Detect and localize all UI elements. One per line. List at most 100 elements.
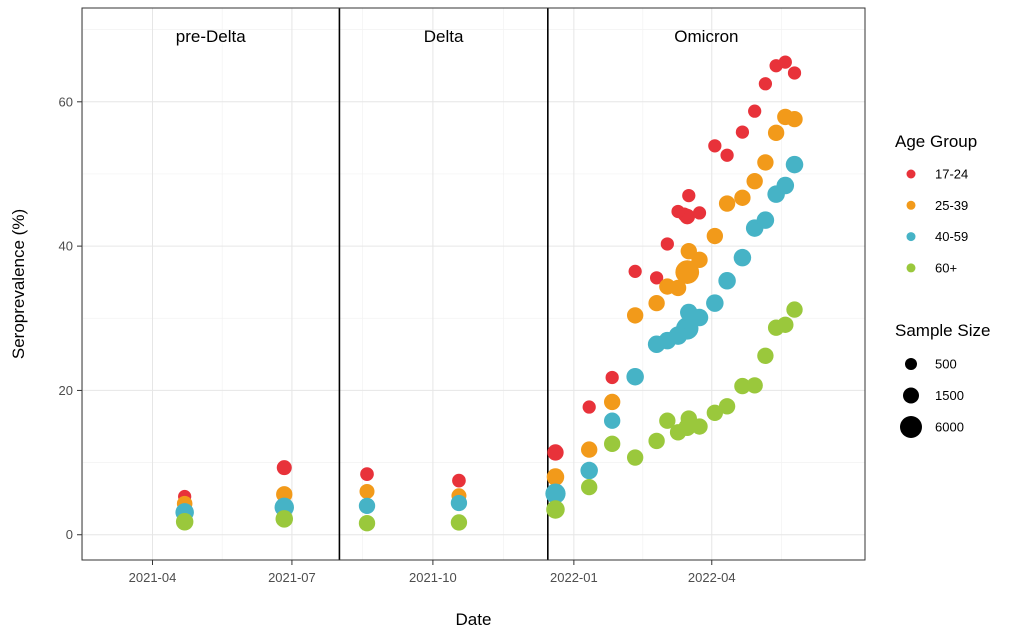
data-point-25-39 [581, 441, 598, 458]
size-legend-swatch [900, 416, 922, 438]
data-point-60+ [786, 301, 803, 318]
data-point-25-39 [718, 195, 736, 212]
legend-label: 60+ [935, 260, 957, 275]
x-axis: 2021-04 2021-07 2021-10 2022-01 2022-04 [129, 560, 736, 585]
data-point-60+ [175, 513, 194, 531]
data-point-25-39 [786, 110, 803, 128]
data-point-25-39 [276, 486, 293, 503]
data-point-25-39 [648, 294, 665, 312]
data-point-17-24 [276, 460, 292, 476]
period-boundaries [338, 8, 549, 560]
data-point-60+ [734, 377, 751, 395]
data-point-60+ [757, 347, 774, 364]
data-point-60+ [691, 418, 708, 435]
age-group-legend-title: Age Group [895, 132, 977, 151]
data-point-25-39 [626, 307, 644, 324]
data-point-60+ [669, 424, 687, 441]
sample-size-legend: Sample Size 500 1500 6000 [895, 321, 990, 438]
data-point-17-24 [452, 473, 466, 488]
data-point-60+ [626, 449, 644, 466]
data-point-17-24 [660, 237, 674, 251]
data-point-60+ [777, 316, 794, 333]
data-point-60+ [746, 377, 763, 394]
size-legend-label: 1500 [935, 388, 964, 403]
x-tick-label: 2022-01 [550, 570, 598, 585]
data-point-40-59 [545, 483, 566, 504]
size-legend-label: 500 [935, 357, 957, 372]
data-point-40-59 [733, 248, 752, 267]
data-point-17-24 [778, 55, 792, 69]
data-point-40-59 [756, 211, 775, 229]
x-tick-label: 2022-04 [688, 570, 736, 585]
data-point-17-24 [748, 104, 762, 118]
data-point-60+ [718, 398, 736, 415]
data-point-40-59 [718, 272, 736, 290]
data-point-25-39 [603, 393, 621, 411]
data-point-17-24 [692, 206, 707, 220]
x-tick-label: 2021-07 [268, 570, 316, 585]
sample-size-legend-title: Sample Size [895, 321, 990, 340]
y-axis: 0 20 40 60 [59, 94, 82, 542]
data-point-17-24 [649, 271, 664, 285]
data-point-60+ [450, 514, 468, 531]
data-point-17-24 [720, 148, 734, 162]
data-point-40-59 [626, 367, 644, 386]
data-point-60+ [358, 515, 376, 532]
panel-border [81, 7, 866, 561]
data-point-17-24 [605, 370, 619, 385]
period-label: pre-Delta [176, 27, 246, 46]
data-point-25-39 [359, 483, 375, 499]
data-point-17-24 [582, 400, 596, 414]
legend-label: 40-59 [935, 229, 968, 244]
data-point-25-39 [706, 227, 724, 245]
period-label: Delta [424, 27, 464, 46]
data-point-25-39 [669, 279, 687, 297]
legend-swatch-40-59 [906, 232, 916, 242]
data-point-25-39 [546, 468, 565, 486]
data-point-17-24 [628, 264, 642, 278]
period-label: Omicron [674, 27, 738, 46]
data-point-40-59 [706, 294, 724, 312]
y-axis-title: Seroprevalence (%) [9, 209, 28, 359]
data-point-25-39 [675, 260, 700, 284]
data-point-40-59 [358, 497, 376, 515]
size-legend-label: 6000 [935, 420, 964, 435]
x-axis-title: Date [456, 610, 492, 629]
minor-grid [82, 8, 865, 560]
data-point-40-59 [658, 331, 677, 350]
y-tick-label: 40 [59, 239, 73, 254]
major-grid [82, 8, 865, 560]
size-legend-swatch [905, 358, 917, 370]
data-point-17-24 [671, 204, 685, 219]
data-point-60+ [648, 432, 665, 450]
data-point-60+ [706, 404, 724, 421]
legend-swatch-25-39 [906, 200, 916, 210]
legend-label: 17-24 [935, 167, 968, 182]
data-point-25-39 [757, 154, 774, 171]
data-point-17-24 [787, 66, 802, 80]
data-points [175, 55, 804, 532]
x-tick-label: 2021-04 [129, 570, 177, 585]
data-point-17-24 [682, 188, 696, 203]
y-tick-label: 60 [59, 94, 73, 109]
data-point-40-59 [603, 412, 621, 429]
data-point-60+ [603, 435, 621, 453]
y-tick-label: 20 [59, 383, 73, 398]
data-point-17-24 [735, 125, 750, 139]
data-point-17-24 [547, 444, 564, 461]
data-point-40-59 [785, 155, 804, 174]
data-point-60+ [659, 412, 676, 429]
x-tick-label: 2021-10 [409, 570, 457, 585]
age-group-legend: Age Group 17-24 25-39 40-59 60+ [895, 132, 977, 275]
data-point-40-59 [580, 461, 598, 480]
data-point-25-39 [767, 124, 785, 142]
data-point-25-39 [691, 251, 708, 269]
data-point-40-59 [690, 308, 709, 327]
size-legend-swatch [903, 387, 919, 404]
legend-label: 25-39 [935, 198, 968, 213]
legend-swatch-60+ [906, 263, 916, 273]
data-point-60+ [581, 478, 598, 496]
y-tick-label: 0 [66, 527, 73, 542]
